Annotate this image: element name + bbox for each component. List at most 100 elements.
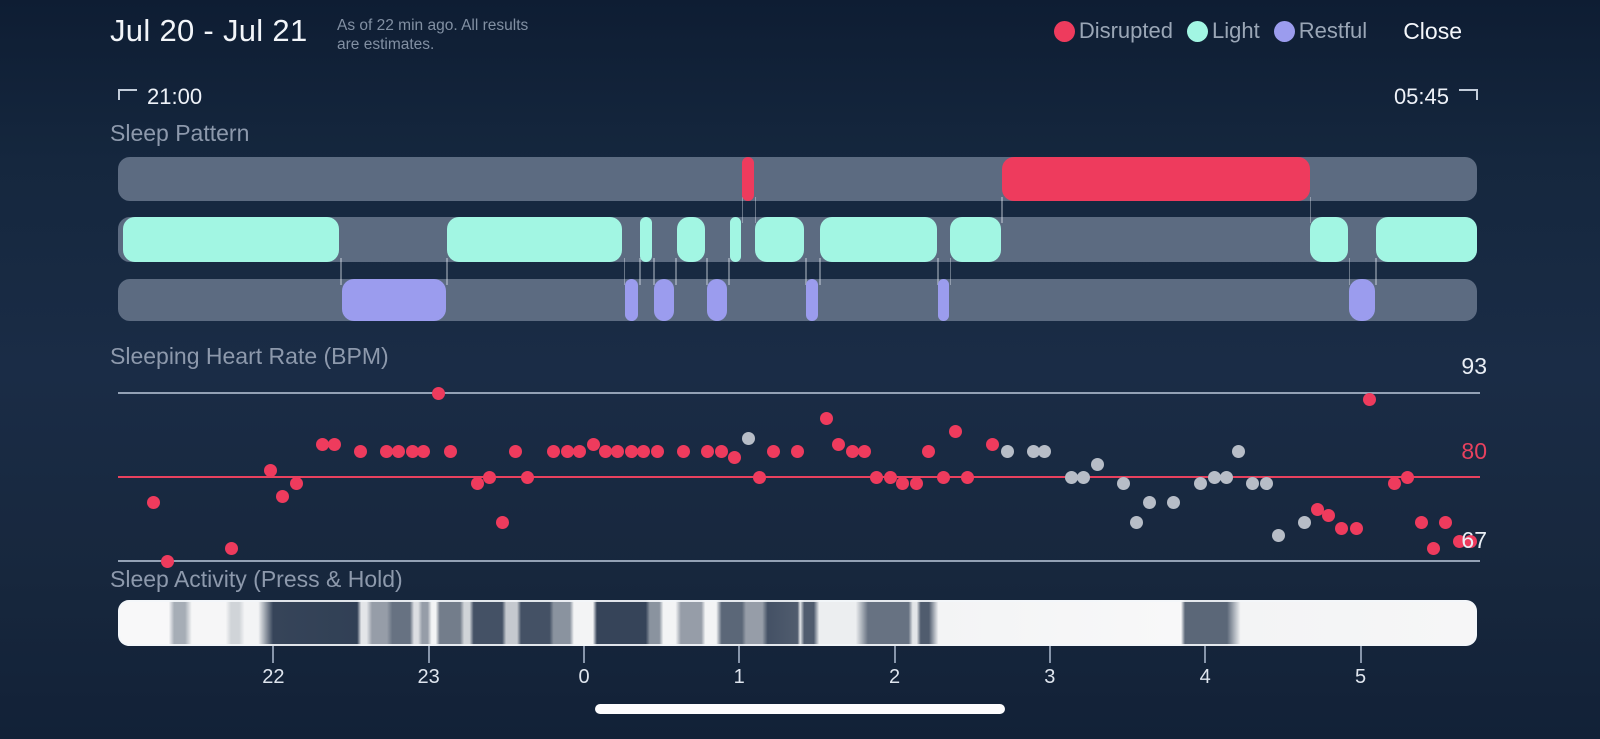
hr-data-point: [1026, 444, 1040, 458]
segment-connector-line: [1348, 258, 1351, 285]
segment-connector-line: [949, 258, 952, 285]
hr-data-point: [509, 444, 523, 458]
hr-gridline-67: [118, 560, 1480, 562]
light-segment: [447, 217, 623, 262]
sleep-activity-strip[interactable]: [118, 600, 1477, 646]
close-button[interactable]: Close: [1403, 17, 1462, 44]
hr-data-point: [1246, 476, 1260, 490]
hr-data-point: [1463, 535, 1477, 549]
sleep-pattern-chart: [118, 157, 1477, 322]
hr-data-point: [1439, 515, 1453, 529]
hr-data-point: [1194, 476, 1208, 490]
hr-data-point: [1453, 535, 1467, 549]
hr-data-point: [315, 438, 329, 452]
restful-segment: [341, 279, 446, 321]
axis-tick: [583, 646, 585, 663]
hr-data-point: [1322, 509, 1336, 523]
axis-tick: [427, 646, 430, 663]
hr-data-point: [701, 444, 715, 458]
legend-label: Restful: [1298, 18, 1368, 43]
axis-tick: [1204, 646, 1207, 663]
header-subtitle: As of 22 min ago. All results are estima…: [337, 16, 528, 54]
restful-segment: [653, 279, 674, 321]
page-title: Jul 20 - Jul 21: [110, 13, 308, 48]
axis-tick-label: 1: [733, 666, 745, 688]
hr-data-point: [1387, 476, 1401, 490]
segment-connector-line: [446, 258, 448, 285]
segment-connector-line: [706, 258, 708, 285]
hr-data-point: [146, 496, 160, 510]
hr-data-point: [676, 444, 690, 458]
hr-data-point: [521, 470, 535, 484]
axis-tick: [272, 646, 275, 663]
light-segment: [729, 217, 741, 262]
sleep-pattern-title: Sleep Pattern: [110, 120, 250, 146]
hr-data-point: [416, 444, 430, 458]
axis-tick: [1048, 646, 1051, 663]
hr-data-point: [1000, 444, 1014, 458]
restful-segment: [806, 279, 818, 321]
hr-data-point: [353, 444, 367, 458]
hr-data-point: [495, 515, 509, 529]
light-segment: [949, 217, 1001, 262]
hr-data-point: [1401, 470, 1415, 484]
sleep-activity-title: Sleep Activity (Press & Hold): [110, 566, 403, 592]
axis-tick-label: 23: [417, 666, 440, 688]
light-segment: [1309, 217, 1349, 262]
hr-data-point: [586, 438, 600, 452]
hr-data-point: [1077, 470, 1091, 484]
segment-connector-line: [937, 258, 939, 285]
hr-data-point: [1090, 457, 1104, 471]
disrupted-segment: [742, 157, 754, 201]
hr-data-point: [1142, 496, 1156, 510]
range-end-bracket-icon: [1459, 88, 1478, 100]
segment-connector-line: [1309, 197, 1312, 223]
hr-data-point: [624, 444, 638, 458]
hr-data-point: [1037, 444, 1051, 458]
hr-data-point: [1311, 502, 1325, 516]
axis-tick-label: 5: [1354, 666, 1367, 688]
time-axis: 22 23 0 1 2 3 4 5: [118, 646, 1477, 698]
hr-data-point: [471, 476, 485, 490]
hr-data-point: [870, 470, 884, 484]
hr-data-point: [573, 444, 587, 458]
legend-label: Light: [1211, 18, 1260, 43]
hr-data-point: [483, 470, 497, 484]
hr-gridline-label-67: 67: [1461, 527, 1487, 553]
segment-connector-line: [805, 258, 807, 285]
light-segment: [123, 217, 339, 262]
hr-data-point: [949, 425, 963, 439]
hr-data-point: [1297, 515, 1311, 529]
hr-data-point: [985, 438, 999, 452]
segment-connector-line: [340, 258, 342, 285]
hr-data-point: [1116, 476, 1130, 490]
hr-data-point: [431, 386, 445, 400]
segment-connector-line: [728, 258, 730, 285]
segment-connector-line: [675, 258, 677, 285]
light-segment: [1376, 217, 1477, 262]
hr-data-point: [831, 438, 845, 452]
hr-gridline-label-80: 80: [1461, 438, 1487, 464]
hr-data-point: [921, 444, 935, 458]
heart-rate-title: Sleeping Heart Rate (BPM): [110, 343, 389, 369]
hr-data-point: [819, 412, 833, 426]
light-segment: [820, 217, 937, 262]
hr-data-point: [714, 444, 728, 458]
hr-gridline-80: [118, 476, 1480, 478]
disrupted-segment: [1002, 157, 1310, 201]
segment-connector-line: [1375, 258, 1377, 285]
legend-item-disrupted: Disrupted: [1053, 18, 1173, 44]
hr-data-point: [791, 444, 805, 458]
range-start: 21:00: [118, 84, 202, 110]
hr-data-point: [1271, 528, 1285, 542]
legend-item-restful: Restful: [1273, 18, 1368, 44]
home-indicator[interactable]: [595, 704, 1005, 714]
segment-connector-line: [1001, 197, 1003, 223]
hr-data-point: [728, 451, 742, 465]
hr-data-point: [276, 489, 290, 503]
hr-data-point: [224, 541, 238, 555]
hr-gridline-label-93: 93: [1461, 353, 1487, 379]
hr-data-point: [896, 476, 909, 490]
hr-data-point: [611, 444, 625, 458]
